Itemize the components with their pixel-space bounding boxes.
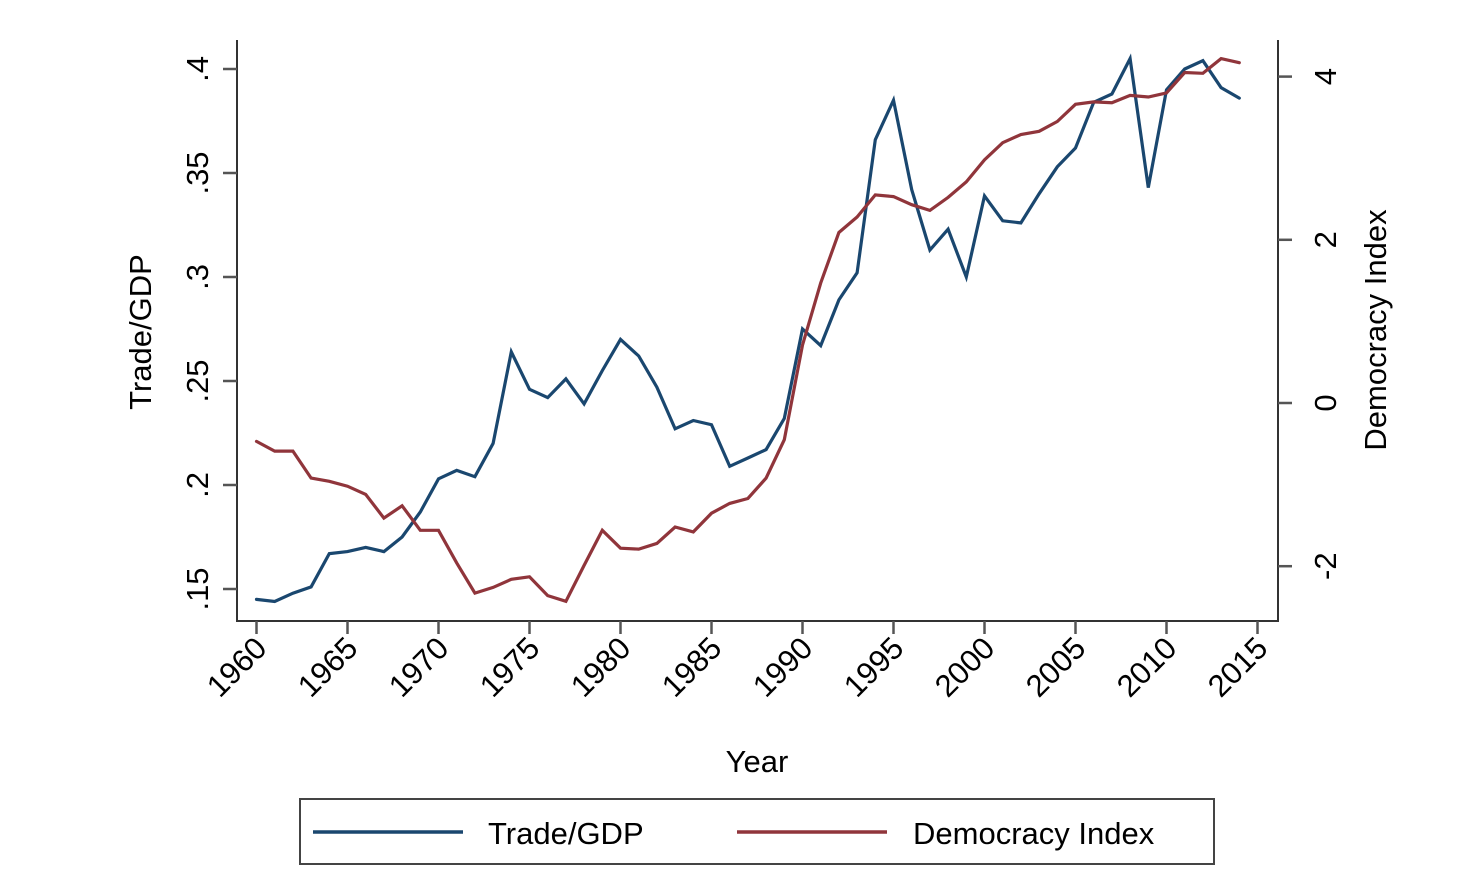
x-tick-label: 1965 <box>291 630 365 704</box>
right-y-axis-title: Democracy Index <box>1358 209 1393 451</box>
x-axis-title: Year <box>726 744 789 779</box>
x-tick-label: 1970 <box>382 630 456 704</box>
x-tick-label: 1995 <box>837 630 911 704</box>
left-y-tick-label: .15 <box>180 567 215 610</box>
series-layer <box>254 53 1241 604</box>
right-y-ticks: -2 0 2 4 <box>1278 68 1343 580</box>
right-y-tick-label: 2 <box>1308 231 1343 248</box>
x-tick-label: 2015 <box>1201 630 1275 704</box>
legend-label-democracy-index: Democracy Index <box>913 816 1155 851</box>
x-tick-label: 1960 <box>200 630 274 704</box>
right-y-tick-label: 0 <box>1308 394 1343 411</box>
left-y-ticks: .15 .2 .25 .3 .35 .4 <box>180 56 237 611</box>
series-line-democracy-index <box>254 56 1241 604</box>
series-line-trade-gdp <box>254 53 1241 604</box>
right-y-tick-label: -2 <box>1308 552 1343 580</box>
x-tick-label: 1975 <box>473 630 547 704</box>
legend: Trade/GDP Democracy Index <box>299 798 1215 865</box>
left-y-tick-label: .4 <box>180 56 215 82</box>
left-y-tick-label: .2 <box>180 472 215 498</box>
x-tick-label: 1990 <box>746 630 820 704</box>
x-tick-label: 1980 <box>564 630 638 704</box>
x-ticks: 1960 1965 1970 1975 1980 1985 1990 1995 2000 2005… <box>200 621 1275 704</box>
x-tick-label: 2005 <box>1019 630 1093 704</box>
left-y-tick-label: .3 <box>180 264 215 290</box>
x-tick-label: 2010 <box>1110 630 1184 704</box>
legend-label-trade-gdp: Trade/GDP <box>488 816 644 851</box>
left-y-tick-label: .25 <box>180 359 215 402</box>
x-tick-label: 1985 <box>655 630 729 704</box>
left-y-tick-label: .35 <box>180 151 215 194</box>
axes <box>236 40 1279 622</box>
x-tick-label: 2000 <box>928 630 1002 704</box>
right-y-tick-label: 4 <box>1308 68 1343 85</box>
left-y-axis-title: Trade/GDP <box>123 254 158 410</box>
